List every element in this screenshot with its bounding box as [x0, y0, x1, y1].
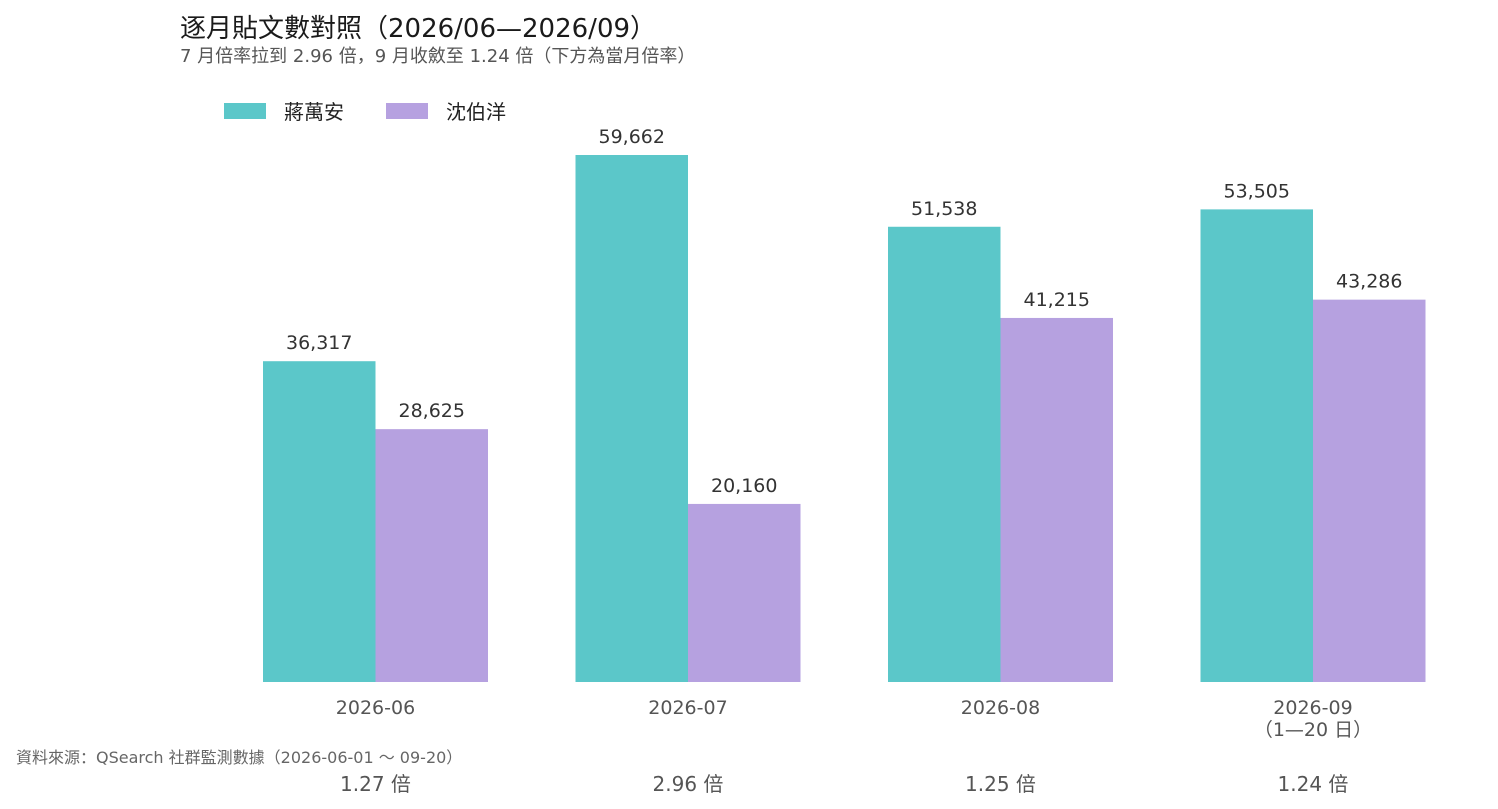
legend: 蔣萬安 沈伯洋	[224, 96, 548, 125]
x-tick-label-2026-07: 2026-07	[648, 697, 727, 719]
bar-1-2026-07	[575, 155, 688, 682]
data-label-2-2026-08: 41,215	[1024, 289, 1090, 311]
bar-1-2026-09	[1200, 209, 1313, 682]
data-label-1-2026-08: 51,538	[911, 198, 977, 220]
data-label-2-2026-07: 20,160	[711, 475, 777, 497]
bar-2-2026-08	[1000, 317, 1113, 682]
x-tick-sublabel-2026-09: （1—20 日）	[1254, 719, 1372, 741]
source-note: 資料來源：QSearch 社群監測數據（2026-06-01 ～ 09-20）	[16, 748, 463, 767]
legend-label-series2: 沈伯洋	[446, 100, 506, 124]
data-label-1-2026-09: 53,505	[1224, 180, 1290, 202]
legend-label-series1: 蔣萬安	[284, 100, 344, 124]
ratio-label-2026-09: 1.24 倍	[1278, 772, 1349, 796]
data-label-2-2026-06: 28,625	[399, 400, 465, 422]
data-label-2-2026-09: 43,286	[1336, 271, 1402, 293]
chart-title: 逐月貼文數對照（2026/06—2026/09）	[180, 14, 657, 44]
bar-2-2026-06	[375, 429, 488, 682]
data-label-1-2026-07: 59,662	[599, 126, 665, 148]
legend-item-series2: 沈伯洋	[386, 96, 506, 125]
ratio-label-2026-08: 1.25 倍	[965, 772, 1036, 796]
chart-subtitle: 7 月倍率拉到 2.96 倍，9 月收斂至 1.24 倍（下方為當月倍率）	[180, 46, 696, 67]
x-tick-label-2026-08: 2026-08	[961, 697, 1040, 719]
bar-1-2026-08	[888, 226, 1001, 682]
bar-2-2026-07	[688, 503, 801, 682]
legend-item-series1: 蔣萬安	[224, 96, 344, 125]
x-tick-label-2026-06: 2026-06	[336, 697, 415, 719]
x-tick-label-2026-09: 2026-09	[1273, 697, 1352, 719]
data-label-1-2026-06: 36,317	[286, 332, 352, 354]
ratio-label-2026-06: 1.27 倍	[340, 772, 411, 796]
legend-swatch-series2	[386, 102, 428, 119]
bar-1-2026-06	[263, 361, 376, 682]
ratio-label-2026-07: 2.96 倍	[653, 772, 724, 796]
bar-2-2026-09	[1313, 299, 1426, 682]
legend-swatch-series1	[224, 102, 266, 119]
